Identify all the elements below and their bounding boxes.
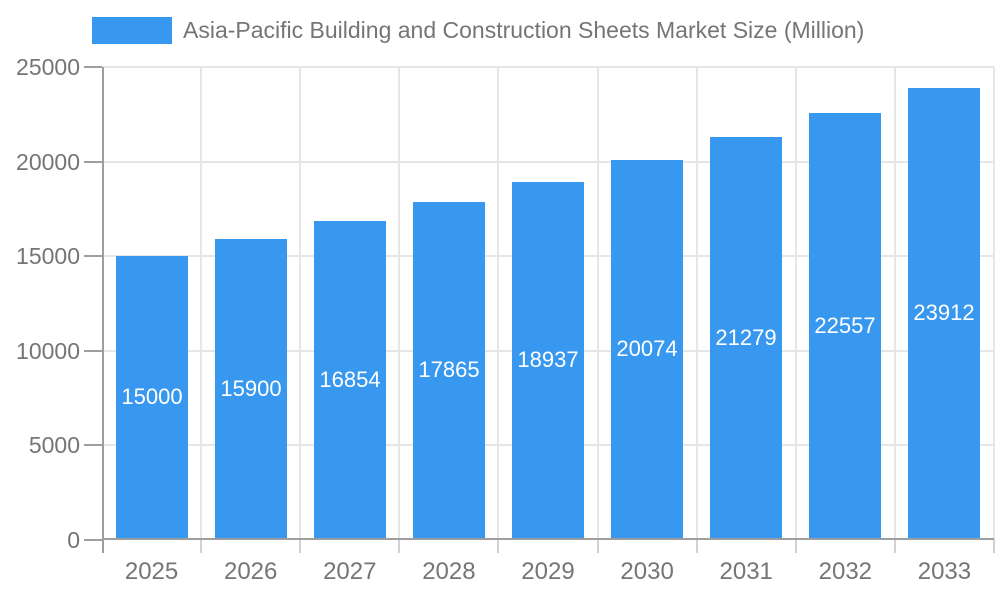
legend: Asia-Pacific Building and Construction S… [92, 17, 864, 44]
x-axis-tick [200, 540, 203, 553]
plot-area: 0 5000 10000 15000 20000 25000 15000 2025 15900 2… [16, 54, 995, 585]
bar[interactable]: 18937 [512, 182, 584, 538]
x-axis-label: 2030 [620, 558, 674, 585]
bar-value-label: 20074 [616, 336, 678, 361]
y-axis-label: 5000 [28, 432, 80, 459]
bar-value-label: 16854 [319, 366, 381, 392]
y-axis-tick [84, 66, 102, 68]
y-axis-tick [84, 444, 102, 447]
x-axis-tick [893, 540, 896, 553]
y-axis-tick [84, 160, 102, 163]
bar-value-label: 23912 [913, 300, 975, 325]
bar[interactable]: 15000 [116, 256, 188, 538]
y-axis-tick [84, 539, 102, 541]
x-axis-tick [398, 540, 401, 553]
bar[interactable]: 22557 [809, 113, 881, 538]
x-axis-tick [695, 540, 698, 553]
gridline [398, 67, 401, 540]
bar-value-label: 15900 [220, 375, 282, 401]
y-axis-label: 0 [67, 527, 80, 553]
bar[interactable]: 21279 [710, 137, 782, 538]
legend-swatch [92, 17, 172, 44]
x-axis-line [102, 538, 994, 540]
bar-value-label: 22557 [814, 312, 876, 338]
bar[interactable]: 20074 [611, 160, 683, 538]
gridline [993, 67, 995, 540]
gridline [200, 67, 203, 540]
gridline [794, 67, 797, 540]
y-axis-label: 10000 [16, 337, 80, 364]
bar[interactable]: 17865 [413, 202, 485, 538]
x-axis-tick [497, 540, 500, 553]
x-axis-tick [993, 540, 995, 553]
x-axis-label: 2032 [818, 558, 873, 585]
x-axis-label: 2033 [917, 558, 972, 585]
y-axis-label: 20000 [16, 148, 80, 175]
gridline [299, 67, 302, 540]
x-axis-label: 2025 [124, 558, 179, 585]
bar-value-label: 18937 [517, 347, 579, 372]
bar[interactable]: 16854 [314, 221, 386, 538]
y-axis-tick [84, 349, 102, 352]
y-axis-label: 15000 [16, 243, 80, 270]
x-axis-tick [596, 540, 599, 553]
x-axis-label: 2026 [223, 558, 278, 585]
x-axis-tick [794, 540, 797, 553]
bar[interactable]: 15900 [215, 239, 287, 538]
y-axis-tick [84, 255, 102, 258]
bar-value-label: 17865 [418, 357, 480, 382]
x-axis-label: 2031 [719, 558, 773, 585]
bar-value-label: 21279 [715, 324, 777, 350]
y-axis-label: 25000 [16, 54, 80, 80]
legend-label: Asia-Pacific Building and Construction S… [183, 17, 865, 43]
x-axis-label: 2027 [323, 558, 377, 585]
bar[interactable]: 23912 [908, 88, 980, 538]
x-axis-label: 2028 [422, 558, 476, 585]
gridline [102, 66, 994, 68]
x-axis-label: 2029 [521, 558, 575, 585]
gridline [695, 67, 698, 540]
gridline [497, 67, 500, 540]
x-axis-tick [299, 540, 302, 553]
bar-value-label: 15000 [121, 384, 183, 409]
gridline [102, 160, 994, 163]
gridline [596, 67, 599, 540]
y-axis-line [102, 67, 104, 553]
gridline [893, 67, 896, 540]
